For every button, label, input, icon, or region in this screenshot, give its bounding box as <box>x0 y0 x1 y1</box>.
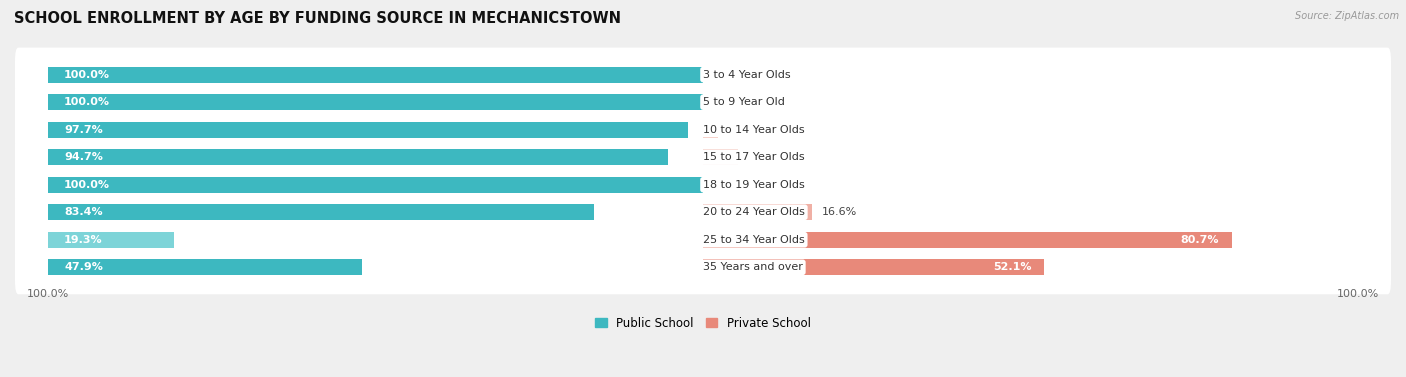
Legend: Public School, Private School: Public School, Private School <box>595 317 811 329</box>
FancyBboxPatch shape <box>15 240 1391 294</box>
Text: 94.7%: 94.7% <box>65 152 103 162</box>
FancyBboxPatch shape <box>15 213 1391 267</box>
Text: 20 to 24 Year Olds: 20 to 24 Year Olds <box>703 207 804 217</box>
Text: 5.3%: 5.3% <box>748 152 776 162</box>
Text: 5 to 9 Year Old: 5 to 9 Year Old <box>703 97 785 107</box>
Text: 100.0%: 100.0% <box>65 70 110 80</box>
Text: 3 to 4 Year Olds: 3 to 4 Year Olds <box>703 70 790 80</box>
FancyBboxPatch shape <box>15 158 1391 212</box>
FancyBboxPatch shape <box>15 75 1391 129</box>
Bar <box>48 204 595 220</box>
Bar <box>48 67 703 83</box>
Text: SCHOOL ENROLLMENT BY AGE BY FUNDING SOURCE IN MECHANICSTOWN: SCHOOL ENROLLMENT BY AGE BY FUNDING SOUR… <box>14 11 621 26</box>
Text: 83.4%: 83.4% <box>65 207 103 217</box>
Text: 25 to 34 Year Olds: 25 to 34 Year Olds <box>703 235 804 245</box>
Text: 100.0%: 100.0% <box>65 97 110 107</box>
Text: 19.3%: 19.3% <box>65 235 103 245</box>
FancyBboxPatch shape <box>15 130 1391 184</box>
FancyBboxPatch shape <box>15 185 1391 239</box>
Bar <box>703 232 1232 248</box>
Bar <box>48 177 703 193</box>
Text: 97.7%: 97.7% <box>65 125 103 135</box>
Bar <box>703 149 738 165</box>
Text: 18 to 19 Year Olds: 18 to 19 Year Olds <box>703 180 804 190</box>
Bar <box>703 204 811 220</box>
Text: 16.6%: 16.6% <box>821 207 856 217</box>
Text: 80.7%: 80.7% <box>1180 235 1219 245</box>
Text: 2.3%: 2.3% <box>728 125 756 135</box>
Bar <box>48 259 361 275</box>
Text: 52.1%: 52.1% <box>993 262 1031 272</box>
Bar <box>703 122 718 138</box>
Bar <box>48 149 668 165</box>
FancyBboxPatch shape <box>15 103 1391 156</box>
Text: 100.0%: 100.0% <box>65 180 110 190</box>
Text: Source: ZipAtlas.com: Source: ZipAtlas.com <box>1295 11 1399 21</box>
Bar <box>48 94 703 110</box>
Bar <box>48 232 174 248</box>
FancyBboxPatch shape <box>15 48 1391 101</box>
Text: 35 Years and over: 35 Years and over <box>703 262 803 272</box>
Text: 10 to 14 Year Olds: 10 to 14 Year Olds <box>703 125 804 135</box>
Text: 47.9%: 47.9% <box>65 262 103 272</box>
Bar <box>48 122 688 138</box>
Bar <box>703 259 1045 275</box>
Text: 15 to 17 Year Olds: 15 to 17 Year Olds <box>703 152 804 162</box>
